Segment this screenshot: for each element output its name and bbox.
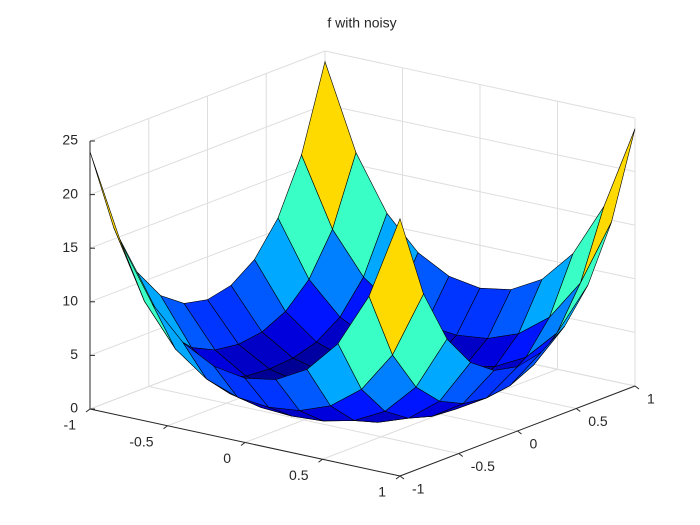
x-tick-label: -1 bbox=[64, 417, 77, 433]
surface-cell bbox=[368, 217, 424, 356]
grid-line bbox=[324, 104, 636, 173]
y-tick-label: 0 bbox=[530, 436, 538, 452]
grid-line bbox=[89, 157, 326, 249]
grid-line bbox=[324, 157, 636, 226]
grid-line bbox=[324, 50, 636, 119]
tick-mark bbox=[163, 425, 168, 430]
x-tick-label: 1 bbox=[378, 484, 386, 500]
tick-mark bbox=[517, 430, 522, 435]
grid-line bbox=[148, 386, 459, 454]
x-tick-label: 0.5 bbox=[289, 467, 309, 483]
y-tick-label: 1 bbox=[647, 391, 655, 407]
tick-mark bbox=[85, 408, 91, 413]
tick-mark bbox=[240, 442, 246, 446]
z-tick-label: 25 bbox=[62, 132, 78, 148]
z-tick-label: 5 bbox=[70, 346, 78, 362]
tick-mark bbox=[318, 458, 323, 463]
tick-mark bbox=[634, 385, 640, 390]
y-tick-label: -0.5 bbox=[471, 458, 495, 474]
y-tick-label: 0.5 bbox=[588, 413, 608, 429]
surface-cell bbox=[580, 128, 636, 284]
x-tick-label: 0 bbox=[223, 450, 231, 466]
tick-mark bbox=[575, 408, 581, 412]
y-tick-label: -1 bbox=[412, 481, 425, 497]
grid-line bbox=[89, 50, 326, 142]
z-tick-label: 10 bbox=[62, 293, 78, 309]
z-tick-label: 20 bbox=[62, 185, 78, 201]
z-tick-label: 15 bbox=[62, 239, 78, 255]
chart-title: f with noisy bbox=[327, 15, 396, 31]
z-tick-label: 0 bbox=[70, 400, 78, 416]
tick-mark bbox=[458, 453, 464, 457]
x-tick-label: -0.5 bbox=[129, 433, 153, 449]
tick-mark bbox=[399, 475, 405, 480]
grid-line bbox=[89, 104, 326, 196]
tick-mark bbox=[395, 475, 401, 480]
